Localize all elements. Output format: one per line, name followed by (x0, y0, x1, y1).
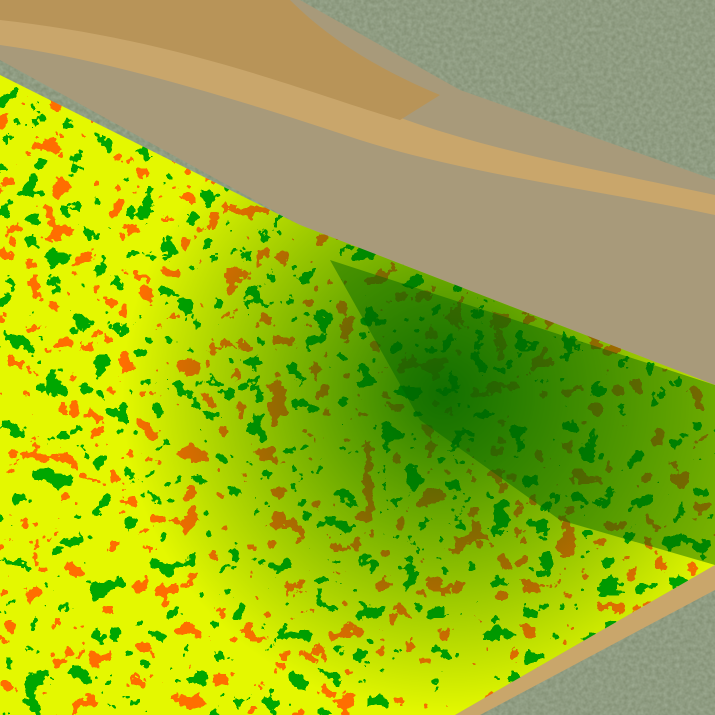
dirt-road-edge (0, 0, 440, 120)
dense-canopy-zone (330, 260, 715, 565)
bare-soil-strip (0, 0, 715, 385)
dirt-road (0, 10, 715, 215)
